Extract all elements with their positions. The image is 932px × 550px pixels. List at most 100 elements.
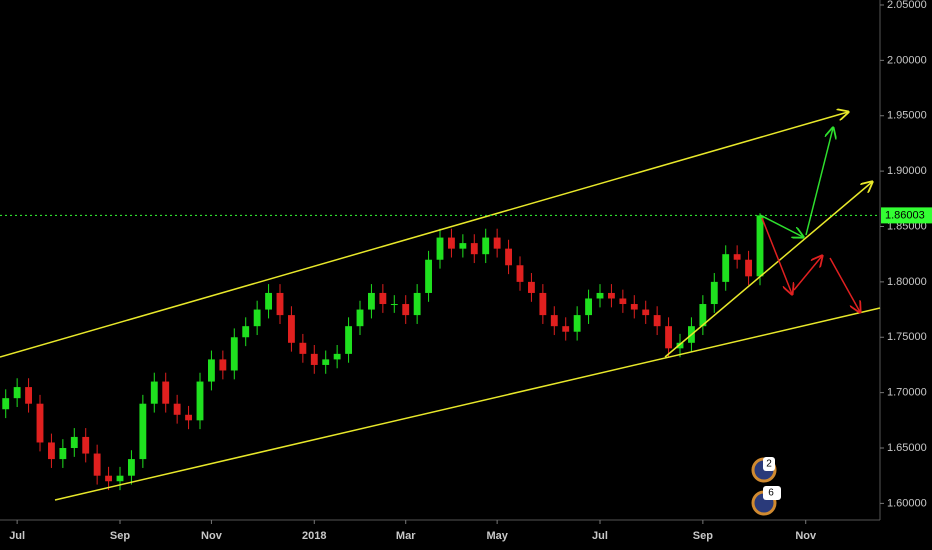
candle-body — [482, 237, 490, 255]
candle-body — [448, 237, 455, 249]
candle-body — [676, 342, 684, 349]
candle-body — [630, 304, 638, 310]
y-tick-label: 1.70000 — [887, 387, 927, 399]
candle-body — [573, 315, 581, 332]
candle-body — [310, 353, 318, 365]
badge-count: 6 — [768, 488, 774, 499]
candle-body — [550, 315, 558, 327]
candle-body — [596, 292, 604, 299]
y-tick-label: 1.95000 — [887, 110, 927, 122]
candle-body — [208, 359, 215, 382]
candle-body — [470, 243, 478, 255]
candle-body — [105, 475, 112, 482]
candle-body — [196, 381, 204, 421]
candle-body — [722, 254, 730, 282]
candle-body — [48, 442, 55, 460]
candle-body — [333, 353, 341, 360]
x-tick-label: Sep — [110, 530, 130, 542]
y-tick-label: 1.75000 — [887, 331, 927, 343]
arrow — [793, 256, 822, 291]
candle-body — [59, 448, 67, 460]
candle-body — [585, 298, 592, 316]
x-tick-label: May — [486, 530, 508, 542]
last-price-label: 1.86003 — [885, 209, 925, 221]
trendline — [54, 307, 881, 501]
candle-body — [242, 326, 250, 338]
y-tick-label: 1.90000 — [887, 165, 927, 177]
candle-body — [265, 292, 272, 310]
candle-body — [562, 326, 570, 332]
candle-body — [379, 292, 387, 305]
candle-body — [276, 292, 284, 316]
candle-body — [436, 237, 444, 260]
candle-body — [25, 387, 32, 404]
y-tick-label: 1.85000 — [887, 220, 927, 232]
candle-body — [745, 259, 752, 277]
candle-body — [356, 309, 364, 327]
candle-body — [528, 281, 535, 293]
candle-body — [539, 292, 547, 316]
candle-body — [173, 403, 181, 415]
x-tick-label: Sep — [693, 530, 713, 542]
x-tick-label: Mar — [396, 530, 416, 542]
candle-body — [345, 326, 352, 354]
y-tick-label: 1.80000 — [887, 276, 927, 288]
candle-body — [402, 304, 410, 316]
x-tick-label: Nov — [201, 530, 223, 542]
candle-body — [139, 403, 147, 460]
arrow — [759, 214, 803, 237]
arrow — [761, 217, 792, 294]
drawings — [0, 112, 881, 501]
badge-count: 2 — [766, 459, 772, 470]
candle-body — [2, 398, 10, 410]
candle-body — [70, 436, 78, 449]
candle-body — [288, 315, 295, 343]
candle-body — [82, 436, 90, 454]
candle-body — [459, 243, 467, 249]
candle-body — [322, 359, 330, 365]
arrow — [829, 257, 860, 312]
candle-body — [162, 381, 170, 404]
candle-body — [185, 414, 192, 421]
candle-body — [665, 326, 672, 349]
candle-body — [642, 309, 650, 316]
candle-body — [93, 453, 101, 476]
x-tick-label: Jul — [592, 530, 608, 542]
y-tick-label: 1.65000 — [887, 442, 927, 454]
y-tick-label: 2.00000 — [887, 54, 927, 66]
y-tick-label: 1.60000 — [887, 497, 927, 509]
candle-body — [413, 292, 421, 316]
candle-body — [653, 315, 661, 327]
y-tick-label: 2.05000 — [887, 0, 927, 11]
event-badge[interactable]: 6 — [751, 486, 781, 516]
candle-body — [299, 342, 307, 354]
x-tick-label: 2018 — [302, 530, 326, 542]
badge-count-bg — [763, 457, 775, 471]
candle-body — [368, 292, 375, 310]
trendline — [664, 182, 872, 358]
candle-body — [425, 259, 432, 293]
candle-body — [116, 475, 124, 482]
trendline — [0, 112, 848, 358]
arrow — [805, 128, 833, 236]
badge-count-bg — [763, 486, 781, 500]
candle-body — [230, 337, 238, 371]
candle-body — [516, 265, 524, 282]
candle-body — [36, 403, 44, 443]
last-price-box — [881, 207, 932, 224]
candle-body — [710, 281, 718, 305]
candle-body — [505, 248, 512, 266]
event-badge[interactable]: 2 — [751, 457, 777, 483]
candle-body — [699, 304, 707, 327]
candle-body — [219, 359, 227, 371]
x-tick-label: Jul — [9, 530, 25, 542]
candles — [2, 213, 764, 491]
candle-body — [493, 237, 501, 249]
candle-body — [13, 387, 21, 399]
candle-body — [128, 459, 135, 476]
candle-body — [390, 304, 398, 306]
candle-body — [150, 381, 158, 404]
candle-body — [253, 309, 261, 327]
